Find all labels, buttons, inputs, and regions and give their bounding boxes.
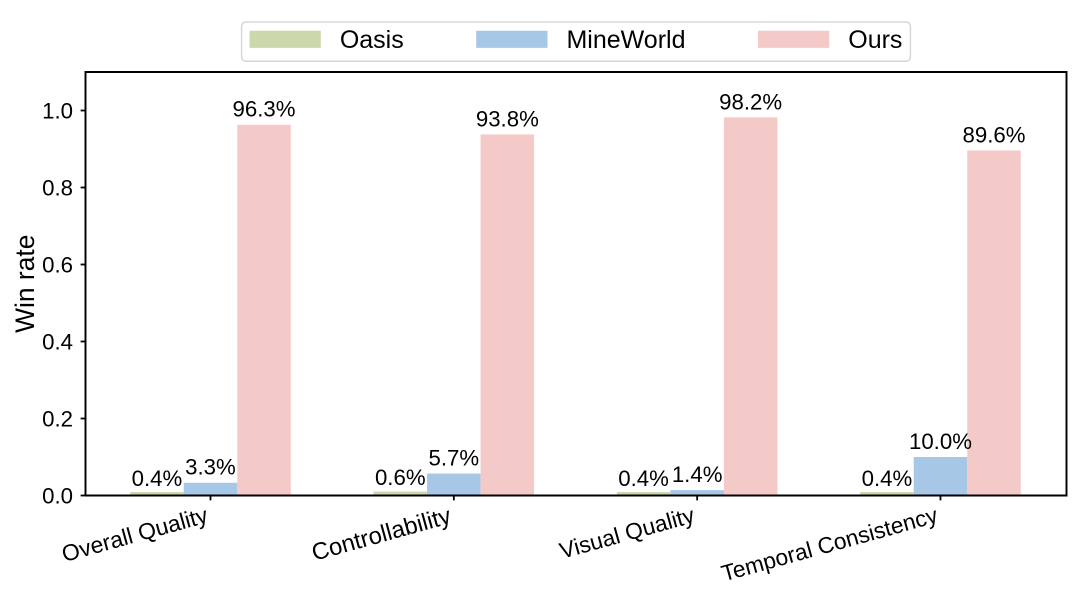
- svg-text:10.0%: 10.0%: [909, 429, 972, 454]
- svg-text:0.4: 0.4: [42, 330, 73, 355]
- svg-text:0.0: 0.0: [42, 484, 73, 509]
- svg-text:MineWorld: MineWorld: [566, 26, 685, 54]
- svg-text:1.4%: 1.4%: [672, 462, 723, 487]
- svg-text:0.4%: 0.4%: [618, 466, 669, 491]
- svg-text:0.6: 0.6: [42, 253, 73, 278]
- svg-text:1.0: 1.0: [42, 99, 73, 124]
- svg-text:93.8%: 93.8%: [476, 106, 539, 131]
- svg-text:Win rate: Win rate: [10, 235, 40, 333]
- svg-text:96.3%: 96.3%: [233, 97, 296, 122]
- svg-text:Oasis: Oasis: [340, 26, 404, 54]
- svg-text:0.6%: 0.6%: [375, 465, 426, 490]
- svg-text:5.7%: 5.7%: [428, 445, 479, 470]
- svg-text:Ours: Ours: [848, 26, 902, 54]
- svg-text:98.2%: 98.2%: [719, 89, 782, 114]
- svg-text:0.4%: 0.4%: [132, 466, 183, 491]
- svg-text:0.4%: 0.4%: [862, 466, 913, 491]
- svg-text:3.3%: 3.3%: [185, 455, 236, 480]
- svg-text:0.8: 0.8: [42, 176, 73, 201]
- svg-text:0.2: 0.2: [42, 407, 73, 432]
- svg-text:89.6%: 89.6%: [963, 122, 1026, 147]
